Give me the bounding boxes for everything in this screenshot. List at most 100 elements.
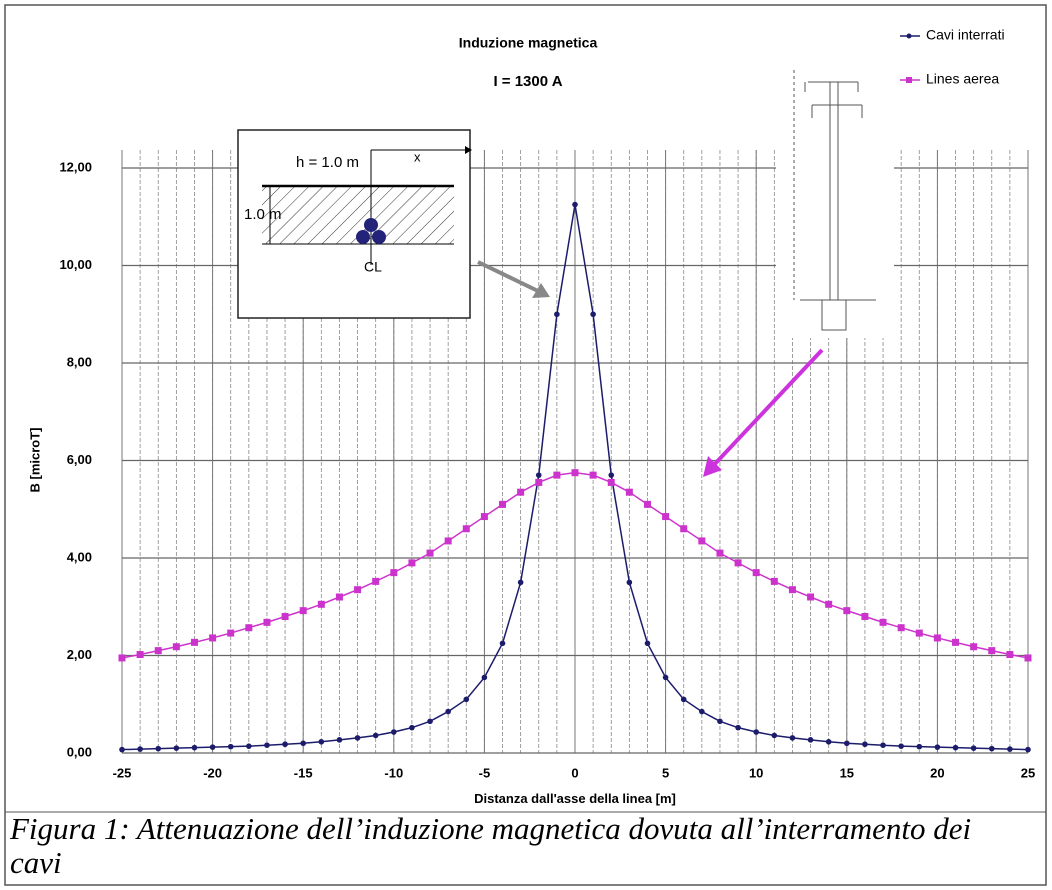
y-tick-label: 0,00 [67, 744, 92, 759]
point [445, 708, 451, 715]
point [898, 743, 904, 749]
point [172, 643, 180, 651]
point [535, 478, 543, 486]
x-tick-label: 0 [571, 765, 578, 780]
point [662, 674, 669, 681]
point [372, 732, 379, 739]
legend-label: Cavi interrati [926, 27, 1005, 43]
point [589, 471, 597, 479]
point [462, 525, 470, 533]
point [481, 674, 488, 681]
point [608, 472, 615, 478]
x-axis-label: Distanza dall'asse della linea [m] [474, 791, 676, 806]
point [644, 640, 651, 647]
point [879, 618, 887, 626]
point [535, 472, 542, 478]
point [825, 738, 832, 745]
point [318, 738, 325, 745]
point [680, 696, 687, 703]
point [717, 718, 723, 725]
grid [121, 150, 1029, 754]
point [408, 559, 416, 567]
point [372, 577, 380, 585]
point [264, 742, 270, 748]
point [409, 724, 415, 731]
point [770, 577, 778, 585]
x-tick-label: -25 [113, 765, 132, 780]
point [843, 607, 851, 615]
point [154, 647, 162, 655]
pylon-arrow-head [703, 456, 722, 477]
point [118, 654, 126, 662]
point [281, 613, 289, 620]
point [844, 740, 850, 747]
figure-caption: Figura 1: Attenuazione dell’induzione ma… [10, 811, 972, 880]
point [354, 735, 361, 741]
point [517, 488, 525, 496]
point [300, 740, 307, 747]
point [788, 586, 796, 594]
point [137, 746, 143, 752]
point [1007, 746, 1013, 752]
point [499, 640, 506, 647]
point [317, 600, 325, 608]
inset-arrow-head [532, 283, 550, 298]
point [680, 525, 688, 533]
inset-diagram: h = 1.0 m x 1.0 m CL [237, 129, 472, 319]
point [807, 593, 815, 601]
point [173, 745, 180, 751]
point [571, 469, 579, 477]
point [626, 579, 633, 586]
point [245, 624, 253, 632]
point [916, 743, 923, 750]
x-tick-label: -5 [479, 765, 491, 780]
point [988, 647, 996, 655]
point [427, 718, 433, 725]
point [554, 311, 560, 318]
legend-label: Lines aerea [926, 71, 999, 87]
plot [118, 201, 1032, 753]
point [952, 744, 959, 751]
y-tick-label: 6,00 [67, 452, 92, 467]
point [517, 579, 524, 586]
point [825, 600, 833, 608]
chart-subtitle: I = 1300 A [493, 73, 562, 90]
point [753, 729, 759, 735]
point [227, 629, 235, 637]
point [155, 745, 162, 752]
point [263, 618, 271, 626]
pylon-drawing [776, 62, 894, 338]
outer-frame [4, 4, 1047, 886]
point [136, 651, 144, 659]
point [390, 569, 398, 577]
legend: Cavi interrati Lines aerea [895, 22, 1035, 94]
point [771, 732, 778, 739]
point [988, 745, 995, 752]
point [336, 737, 343, 743]
point [282, 741, 288, 748]
point [480, 513, 488, 521]
point [698, 537, 706, 545]
inset-depth-label: h = 1.0 m [296, 154, 359, 171]
point [299, 607, 307, 615]
x-tick-label: -15 [294, 765, 313, 780]
y-tick-label: 4,00 [67, 549, 92, 564]
point [209, 744, 216, 750]
point [807, 737, 814, 743]
point [227, 743, 234, 750]
point [354, 586, 362, 594]
point [246, 743, 252, 749]
point [191, 744, 198, 751]
chart-title: Induzione magnetica [459, 35, 598, 51]
point [880, 742, 886, 748]
point [752, 569, 760, 577]
legend-marker [906, 33, 912, 39]
y-tick-label: 10,00 [59, 257, 92, 272]
point [897, 624, 905, 632]
point [190, 638, 198, 646]
point [607, 478, 615, 486]
point [970, 643, 978, 651]
x-tick-label: 15 [840, 765, 854, 780]
point [119, 746, 125, 753]
